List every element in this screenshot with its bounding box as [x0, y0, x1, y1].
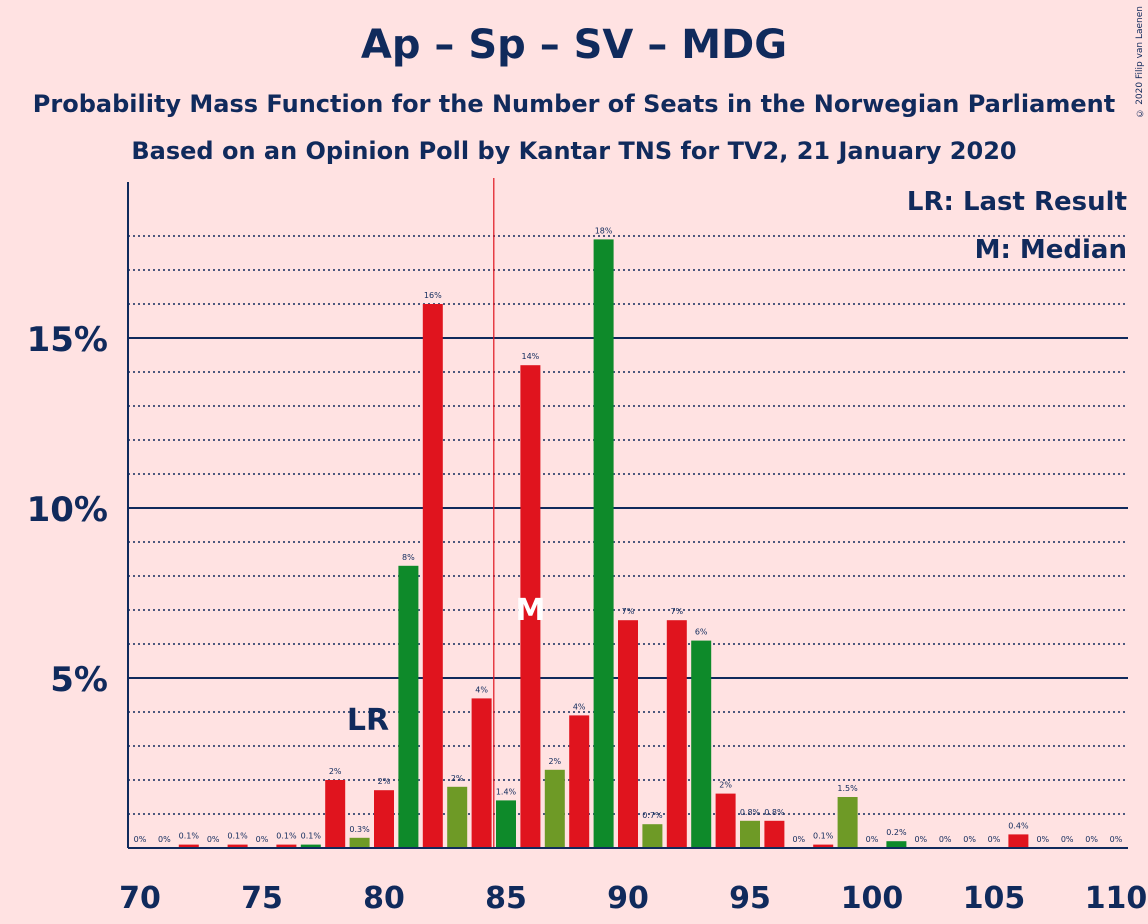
bar [276, 844, 297, 848]
bar-label: 0% [1036, 835, 1049, 844]
x-tick-label: 90 [607, 881, 649, 916]
bar [349, 837, 370, 848]
bar-label: 0.4% [1008, 821, 1029, 830]
x-tick-label: 80 [363, 881, 405, 916]
x-tick-label: 110 [1085, 881, 1148, 916]
bar [520, 365, 541, 848]
bar-label: 1.5% [837, 784, 858, 793]
bar [666, 620, 687, 848]
bar-label: 0% [914, 835, 927, 844]
bar-label: 0% [134, 835, 147, 844]
bar [398, 565, 419, 848]
bar-label: 0.1% [813, 832, 834, 841]
bar [447, 786, 468, 848]
bar [642, 824, 663, 848]
chart-subtitle: Probability Mass Function for the Number… [32, 90, 1116, 118]
bar-label: 0% [866, 835, 879, 844]
bar-label: 0% [207, 835, 220, 844]
chart-title: Ap – Sp – SV – MDG [360, 22, 788, 68]
bar [471, 698, 492, 848]
bar-label: 0% [963, 835, 976, 844]
bar-label: 0% [1110, 835, 1123, 844]
bar-label: 1.4% [496, 787, 517, 796]
bar-label: 0.1% [301, 832, 322, 841]
chart-source-line: Based on an Opinion Poll by Kantar TNS f… [131, 137, 1017, 165]
bar-label: 0% [256, 835, 269, 844]
bar-label: 6% [695, 628, 708, 637]
bar [837, 797, 858, 848]
bar [300, 844, 321, 848]
bar-label: 4% [573, 702, 586, 711]
bar-label: 0.1% [179, 832, 200, 841]
bar-label: 0% [158, 835, 171, 844]
bar-label: 2% [329, 767, 342, 776]
bar [544, 769, 565, 848]
bar-series [178, 239, 1029, 848]
bar [569, 715, 590, 848]
bar [813, 844, 834, 848]
y-tick-label: 10% [27, 490, 108, 530]
bar-label: 2% [451, 774, 464, 783]
y-tick-label: 5% [50, 660, 108, 700]
x-tick-label: 100 [841, 881, 904, 916]
bar [374, 790, 394, 848]
bar [691, 640, 712, 848]
bar-label: 4% [475, 685, 488, 694]
bar-label: 0% [939, 835, 952, 844]
bar [618, 620, 638, 848]
last-result-marker: LR [347, 703, 389, 738]
bar [227, 844, 248, 848]
bar [764, 820, 785, 848]
bar-label: 14% [522, 352, 540, 361]
bar-label: 0% [792, 835, 805, 844]
bar-label: 0.8% [764, 808, 785, 817]
bar [496, 800, 516, 848]
median-marker: M [515, 593, 545, 628]
bar [178, 844, 199, 848]
bar [886, 841, 907, 848]
y-tick-label: 15% [27, 320, 108, 360]
bar-label: 0.3% [349, 825, 370, 834]
bar-label: 2% [378, 777, 391, 786]
bar [422, 304, 443, 848]
bar-label: 18% [595, 226, 613, 235]
bar-label: 2% [719, 781, 732, 790]
bar-label: 0.1% [227, 832, 248, 841]
bar-label: 0.2% [886, 828, 907, 837]
bar-label: 0% [1061, 835, 1074, 844]
bar-label: 0.7% [642, 811, 663, 820]
bar [1008, 834, 1029, 848]
bar-label: 0.8% [740, 808, 761, 817]
legend-median: M: Median [975, 235, 1127, 265]
bar [593, 239, 614, 848]
bar-label: 0.1% [276, 832, 297, 841]
bar-label: 0% [988, 835, 1001, 844]
bar-label: 7% [622, 607, 635, 616]
bar-label: 16% [424, 291, 442, 300]
y-tick-labels: 5% 10% 15% [27, 320, 108, 700]
x-tick-label: 70 [119, 881, 161, 916]
legend-last-result: LR: Last Result [907, 187, 1127, 217]
bar-value-labels: 0% 0% 0.1% 0% 0.1% 0% 0.1% 0.1% 2% 0.3% 2% 8% 16% 2% 4… [134, 226, 1123, 844]
bar [715, 793, 736, 848]
x-tick-label: 105 [963, 881, 1026, 916]
x-tick-label: 85 [485, 881, 527, 916]
bar-label: 8% [402, 553, 415, 562]
bar-label: 0% [1085, 835, 1098, 844]
x-tick-label: 95 [729, 881, 771, 916]
x-tick-labels: 70 75 80 85 90 95 100 105 110 [119, 881, 1147, 916]
bar [325, 780, 346, 848]
x-tick-label: 75 [241, 881, 283, 916]
bar-label: 2% [548, 757, 561, 766]
bar [740, 820, 760, 848]
bar-label: 7% [670, 607, 683, 616]
